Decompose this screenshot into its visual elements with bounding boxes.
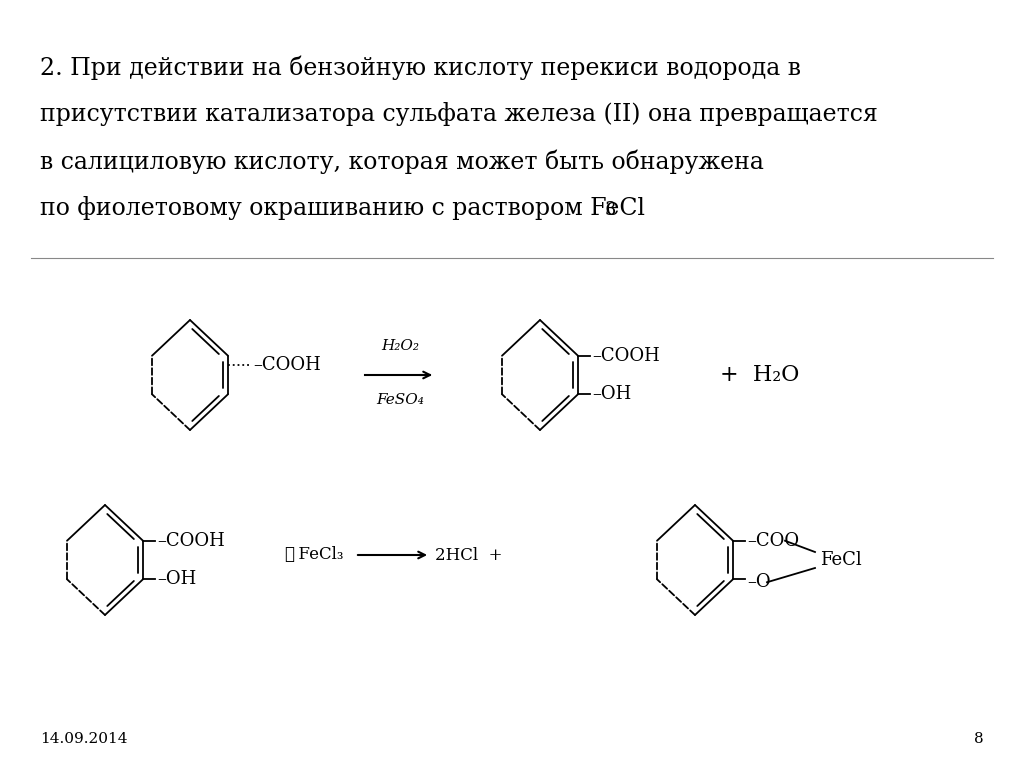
Text: –COOH: –COOH bbox=[157, 531, 224, 550]
Text: –OH: –OH bbox=[592, 386, 631, 403]
Text: присутствии катализатора сульфата железа (II) она превращается: присутствии катализатора сульфата железа… bbox=[40, 102, 878, 126]
Text: 3: 3 bbox=[605, 201, 616, 219]
Text: –COOH: –COOH bbox=[253, 356, 321, 374]
Text: FeCl: FeCl bbox=[820, 551, 862, 569]
Text: 2HCl  +: 2HCl + bbox=[435, 547, 503, 564]
Text: –OH: –OH bbox=[157, 571, 197, 588]
Text: +  H₂O: + H₂O bbox=[720, 364, 800, 386]
Text: по фиолетовому окрашиванию с раствором FeCl: по фиолетовому окрашиванию с раствором F… bbox=[40, 196, 645, 220]
Text: –COOH: –COOH bbox=[592, 346, 659, 365]
Text: 8: 8 bbox=[975, 732, 984, 746]
Text: в салициловую кислоту, которая может быть обнаружена: в салициловую кислоту, которая может быт… bbox=[40, 149, 764, 174]
Text: FeSO₄: FeSO₄ bbox=[376, 393, 424, 407]
Text: –COO: –COO bbox=[746, 531, 799, 550]
Text: 2. При действии на бензойную кислоту перекиси водорода в: 2. При действии на бензойную кислоту пер… bbox=[40, 55, 801, 80]
Text: H₂O₂: H₂O₂ bbox=[381, 339, 419, 353]
Text: –O: –O bbox=[746, 573, 771, 591]
Text: 14.09.2014: 14.09.2014 bbox=[40, 732, 128, 746]
Text: ∴ FeCl₃: ∴ FeCl₃ bbox=[285, 547, 343, 564]
